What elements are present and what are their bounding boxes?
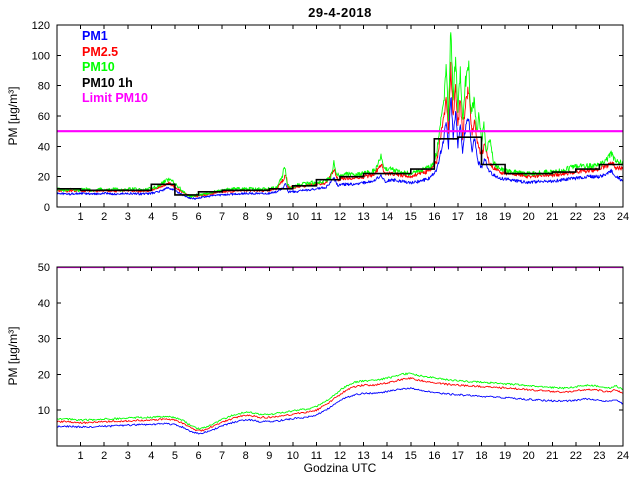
y-tick-label: 80 — [38, 81, 50, 93]
x-tick-label: 1 — [78, 211, 84, 223]
y-tick-label: 10 — [38, 405, 50, 417]
axes-ticks-1 — [57, 266, 624, 446]
series-pm10-1h — [57, 136, 623, 196]
x-tick-label: 13 — [357, 450, 369, 462]
x-tick-label: 23 — [593, 450, 605, 462]
axes-tick-labels-1: 1 2 3 4 5 6 7 8 9 10 11 12 13 14 15 16 17 18 19 20 21 22 23 241… — [38, 262, 629, 462]
x-tick-label: 14 — [381, 211, 393, 223]
y-tick-label: 20 — [38, 369, 50, 381]
legend-item-pm10-1h: PM10 1h — [82, 75, 133, 90]
x-tick-label: 24 — [617, 211, 629, 223]
x-axis-label: Godzina UTC — [303, 461, 377, 475]
x-tick-label: 5 — [172, 211, 178, 223]
x-tick-label: 10 — [287, 211, 299, 223]
x-tick-label: 10 — [287, 450, 299, 462]
x-tick-label: 18 — [475, 211, 487, 223]
x-tick-label: 20 — [523, 450, 535, 462]
y-axis-label-top: PM [µg/m³] — [6, 86, 20, 146]
series-pm10 — [57, 372, 623, 430]
x-tick-label: 22 — [570, 211, 582, 223]
x-tick-label: 21 — [546, 450, 558, 462]
plot-area-1 — [57, 267, 623, 435]
x-tick-label: 19 — [499, 450, 511, 462]
x-tick-label: 17 — [452, 450, 464, 462]
x-tick-label: 16 — [428, 211, 440, 223]
chart-title: 29-4-2018 — [308, 5, 372, 20]
series-pm2-5 — [57, 377, 623, 432]
x-tick-label: 17 — [452, 211, 464, 223]
x-tick-label: 14 — [381, 450, 393, 462]
x-tick-label: 21 — [546, 211, 558, 223]
x-tick-label: 9 — [266, 450, 272, 462]
x-tick-label: 16 — [428, 450, 440, 462]
x-tick-label: 4 — [148, 450, 154, 462]
x-tick-label: 22 — [570, 450, 582, 462]
x-tick-label: 20 — [523, 211, 535, 223]
y-tick-label: 120 — [32, 20, 50, 32]
x-tick-label: 7 — [219, 211, 225, 223]
x-tick-label: 12 — [334, 211, 346, 223]
x-tick-label: 8 — [243, 211, 249, 223]
legend-item-pm1: PM1 — [82, 29, 108, 43]
x-tick-label: 15 — [405, 450, 417, 462]
y-tick-label: 100 — [32, 50, 50, 62]
series-pm1 — [57, 97, 623, 200]
y-tick-label: 40 — [38, 141, 50, 153]
x-tick-label: 1 — [78, 450, 84, 462]
legend-item-pm10: PM10 — [82, 60, 115, 74]
x-tick-label: 11 — [311, 211, 322, 223]
x-tick-label: 11 — [311, 450, 322, 462]
x-tick-label: 7 — [219, 450, 225, 462]
y-tick-label: 50 — [38, 262, 50, 274]
y-tick-label: 30 — [38, 334, 50, 346]
x-tick-label: 23 — [593, 211, 605, 223]
y-tick-label: 20 — [38, 172, 50, 184]
x-tick-label: 24 — [617, 450, 629, 462]
x-tick-label: 3 — [125, 450, 131, 462]
x-tick-label: 6 — [195, 450, 201, 462]
x-tick-label: 4 — [148, 211, 154, 223]
axes-ticks-0 — [57, 24, 624, 208]
y-tick-label: 60 — [38, 111, 50, 123]
x-tick-label: 18 — [475, 450, 487, 462]
x-tick-label: 5 — [172, 450, 178, 462]
legend: PM1 PM2.5 PM10 PM10 1h Limit PM10 — [82, 29, 148, 107]
x-tick-label: 19 — [499, 211, 511, 223]
y-tick-label: 40 — [38, 298, 50, 310]
axes-frame-1 — [56, 266, 624, 447]
legend-item-limit-pm10: Limit PM10 — [82, 91, 148, 105]
x-tick-label: 8 — [243, 450, 249, 462]
series-pm1 — [57, 387, 623, 435]
x-tick-label: 2 — [101, 450, 107, 462]
x-tick-label: 2 — [101, 211, 107, 223]
y-tick-label: 0 — [44, 202, 50, 214]
x-tick-label: 6 — [195, 211, 201, 223]
legend-item-pm2-5: PM2.5 — [82, 44, 119, 59]
x-tick-label: 13 — [357, 211, 369, 223]
axes-tick-labels-0: 1 2 3 4 5 6 7 8 9 10 11 12 13 14 15 16 17 18 19 20 21 22 23 240… — [32, 20, 629, 223]
x-tick-label: 15 — [405, 211, 417, 223]
x-tick-label: 12 — [334, 450, 346, 462]
plot-area-0 — [57, 32, 623, 200]
x-tick-label: 3 — [125, 211, 131, 223]
y-axis-label-bottom: PM [µg/m³] — [6, 326, 20, 386]
x-tick-label: 9 — [266, 211, 272, 223]
